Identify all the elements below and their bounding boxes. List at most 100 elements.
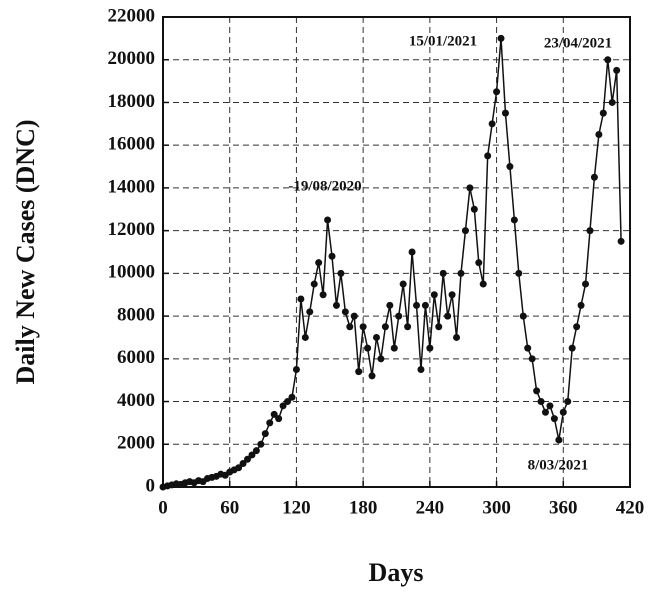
data-point [488, 120, 496, 128]
data-point [577, 301, 585, 309]
data-point [279, 402, 287, 410]
data-point [590, 173, 598, 181]
x-axis-label: Days [369, 558, 424, 587]
x-tick-label: 180 [349, 497, 378, 518]
data-point [301, 333, 309, 341]
y-tick-label: 20000 [108, 48, 156, 69]
x-tick-label: 300 [482, 497, 511, 518]
y-tick-label: 16000 [108, 134, 156, 155]
data-point [288, 393, 296, 401]
data-point [617, 237, 625, 245]
data-point [466, 184, 474, 192]
x-tick-label: 0 [158, 497, 168, 518]
data-point [448, 291, 456, 299]
data-point [546, 402, 554, 410]
data-point [479, 280, 487, 288]
data-point [533, 387, 541, 395]
data-point [413, 301, 421, 309]
data-point [364, 344, 372, 352]
data-point [528, 355, 536, 363]
data-point [439, 269, 447, 277]
data-point [564, 398, 572, 406]
y-tick-label: 22000 [108, 5, 156, 26]
data-point [337, 269, 345, 277]
data-point [519, 312, 527, 320]
data-point [408, 248, 416, 256]
data-point [510, 216, 518, 224]
data-point [355, 368, 363, 376]
annotation: -19/08/2020 [288, 178, 361, 194]
data-point [248, 451, 256, 459]
data-point [506, 163, 514, 171]
y-tick-label: 10000 [108, 262, 156, 283]
data-point [390, 344, 398, 352]
data-point [457, 269, 465, 277]
data-point [475, 259, 483, 267]
x-tick-label: 60 [220, 497, 239, 518]
y-tick-label: 6000 [117, 347, 155, 368]
data-point [244, 455, 252, 463]
y-tick-label: 8000 [117, 304, 155, 325]
annotation: 15/01/2021 [409, 33, 477, 49]
data-point [493, 88, 501, 96]
x-tick-label: 360 [549, 497, 578, 518]
annotation: 23/04/2021 [544, 35, 612, 51]
data-point [497, 34, 505, 42]
data-point [270, 410, 278, 418]
data-point [430, 291, 438, 299]
data-point [252, 447, 260, 455]
data-point [586, 227, 594, 235]
data-point [537, 398, 545, 406]
y-tick-label: 2000 [117, 433, 155, 454]
y-tick-label: 14000 [108, 176, 156, 197]
data-point [568, 344, 576, 352]
data-point [346, 323, 354, 331]
data-point [359, 323, 367, 331]
data-point [239, 460, 247, 467]
data-point [381, 323, 389, 331]
data-point [395, 312, 403, 320]
data-point [484, 152, 492, 160]
data-point [257, 440, 265, 448]
data-point [501, 109, 509, 117]
data-point [582, 280, 590, 288]
data-point [550, 415, 558, 423]
data-point [319, 291, 327, 299]
data-point [541, 408, 549, 416]
data-point [573, 323, 581, 331]
data-point [350, 312, 358, 320]
data-point [368, 372, 376, 380]
data-point [613, 66, 621, 74]
data-point [324, 216, 332, 224]
data-point [266, 419, 274, 427]
data-point [421, 301, 429, 309]
annotation: 8/03/2021 [528, 457, 589, 473]
data-point [306, 308, 314, 316]
x-tick-label: 420 [616, 497, 645, 518]
data-point [235, 464, 243, 472]
data-point [377, 355, 385, 363]
data-point [461, 227, 469, 235]
data-point [608, 98, 616, 106]
y-tick-label: 12000 [108, 219, 156, 240]
data-point [470, 205, 478, 213]
y-axis-label: Daily New Cases (DNC) [11, 119, 40, 384]
data-point [399, 280, 407, 288]
data-point [297, 295, 305, 303]
x-tick-label: 240 [416, 497, 445, 518]
data-point [341, 308, 349, 316]
data-point [315, 259, 323, 267]
data-point [604, 56, 612, 64]
data-point [284, 398, 292, 406]
y-tick-label: 0 [146, 475, 156, 496]
data-point [386, 301, 394, 309]
y-tick-label: 4000 [117, 390, 155, 411]
data-point [417, 366, 425, 373]
data-point [453, 333, 461, 341]
data-point [515, 269, 523, 277]
data-point [332, 301, 340, 309]
data-point [444, 312, 452, 320]
data-point [555, 436, 563, 444]
data-point [404, 323, 412, 331]
